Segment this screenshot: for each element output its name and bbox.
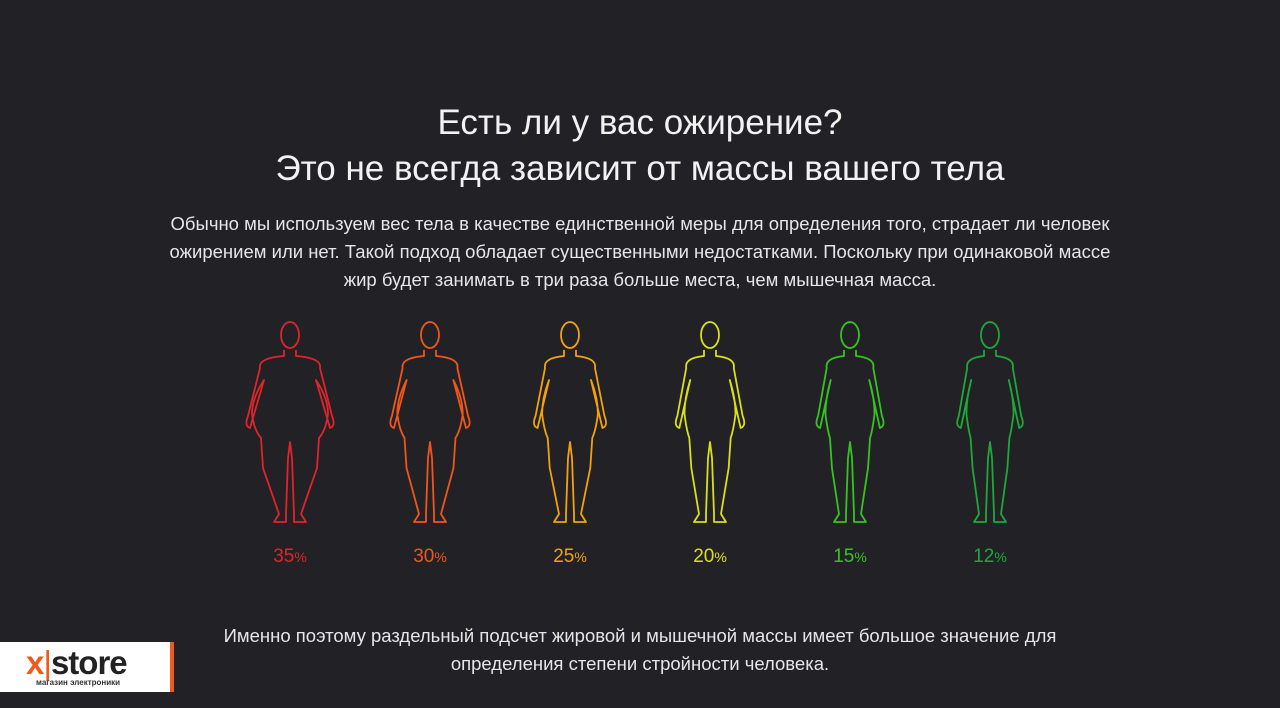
percent-unit: % bbox=[714, 549, 727, 565]
figure-5: 15% bbox=[780, 318, 920, 578]
outro-line-1: Именно поэтому раздельный подсчет жирово… bbox=[223, 625, 1057, 646]
fat-percent-label: 30% bbox=[360, 546, 500, 568]
logo-x: x bbox=[26, 644, 44, 681]
logo-bar: | bbox=[43, 644, 52, 681]
page-title: Есть ли у вас ожирение? Это не всегда за… bbox=[0, 100, 1280, 192]
xstore-logo[interactable]: x|store магазин электроники bbox=[0, 642, 174, 692]
head-outline bbox=[840, 321, 860, 349]
fat-percent-value: 20 bbox=[693, 546, 715, 567]
body-silhouette bbox=[389, 350, 471, 523]
figure-3: 25% bbox=[500, 318, 640, 578]
body-outline-icon bbox=[956, 321, 1024, 523]
body-silhouette bbox=[674, 350, 746, 523]
percent-unit: % bbox=[294, 549, 307, 565]
body-silhouette bbox=[533, 350, 607, 523]
body-outline-icon bbox=[533, 321, 607, 523]
body-silhouette bbox=[245, 350, 335, 523]
fat-percent-label: 20% bbox=[640, 546, 780, 568]
title-line-2: Это не всегда зависит от массы вашего те… bbox=[275, 149, 1005, 188]
intro-line-3: жир будет занимать в три раза больше мес… bbox=[343, 269, 937, 290]
logo-wordmark: x|store bbox=[26, 644, 128, 681]
outro-paragraph: Именно поэтому раздельный подсчет жирово… bbox=[150, 622, 1130, 678]
body-outline-icon bbox=[245, 321, 335, 523]
body-outline-icon bbox=[389, 321, 471, 523]
figure-4: 20% bbox=[640, 318, 780, 578]
fat-percent-value: 30 bbox=[413, 546, 435, 567]
percent-unit: % bbox=[574, 549, 587, 565]
fat-percent-label: 15% bbox=[780, 546, 920, 568]
fat-percent-label: 12% bbox=[920, 546, 1060, 568]
head-outline bbox=[700, 321, 720, 349]
logo-tagline: магазин электроники bbox=[36, 678, 121, 687]
percent-unit: % bbox=[434, 549, 447, 565]
percent-unit: % bbox=[854, 549, 867, 565]
head-outline bbox=[280, 321, 300, 349]
logo-store: store bbox=[50, 644, 128, 681]
fat-percent-value: 12 bbox=[973, 546, 995, 567]
intro-line-1: Обычно мы используем вес тела в качестве… bbox=[170, 213, 1110, 234]
head-outline bbox=[560, 321, 580, 349]
figure-1: 35% bbox=[220, 318, 360, 578]
fat-percent-value: 15 bbox=[833, 546, 855, 567]
intro-line-2: ожирением или нет. Такой подход обладает… bbox=[169, 241, 1111, 262]
fat-percent-label: 35% bbox=[220, 546, 360, 568]
body-fat-figures: 35% 30% 25% 20% 15% 12% bbox=[220, 318, 1060, 578]
percent-unit: % bbox=[994, 549, 1007, 565]
intro-paragraph: Обычно мы используем вес тела в качестве… bbox=[150, 210, 1130, 294]
fat-percent-value: 35 bbox=[273, 546, 295, 567]
figure-2: 30% bbox=[360, 318, 500, 578]
fat-percent-label: 25% bbox=[500, 546, 640, 568]
body-outline-icon bbox=[674, 321, 746, 523]
title-line-1: Есть ли у вас ожирение? bbox=[437, 103, 843, 142]
head-outline bbox=[420, 321, 440, 349]
outro-line-2: определения степени стройности человека. bbox=[450, 653, 830, 674]
head-outline bbox=[980, 321, 1000, 349]
body-outline-icon bbox=[815, 321, 885, 523]
body-silhouette bbox=[956, 350, 1024, 523]
body-silhouette bbox=[815, 350, 885, 523]
figure-6: 12% bbox=[920, 318, 1060, 578]
fat-percent-value: 25 bbox=[553, 546, 575, 567]
